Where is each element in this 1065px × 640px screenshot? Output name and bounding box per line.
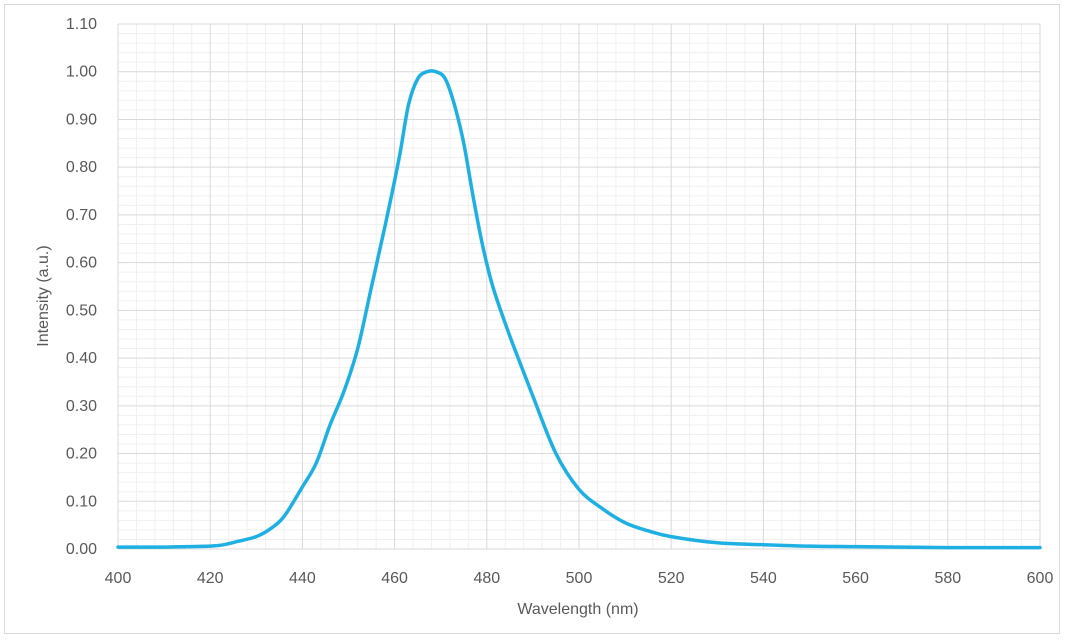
chart-frame: [4, 4, 1060, 634]
y-tick-label: 0.30: [66, 398, 97, 415]
y-tick-label: 1.00: [66, 64, 97, 81]
x-tick-label: 600: [1027, 570, 1054, 587]
y-tick-label: 0.90: [66, 111, 97, 128]
y-tick-label: 0.70: [66, 207, 97, 224]
y-tick-label: 0.00: [66, 541, 97, 558]
x-tick-labels: 400 420 440 460 480 500 520 540 560 580 600: [105, 570, 1054, 587]
x-tick-label: 440: [289, 570, 316, 587]
intensity-series-line: [116, 69, 1042, 550]
y-tick-labels: 0.00 0.10 0.20 0.30 0.40 0.50 0.60 0.70 0.80 0.90…: [66, 16, 97, 558]
x-tick-label: 520: [658, 570, 685, 587]
series-layer: [116, 69, 1042, 550]
y-tick-label: 0.20: [66, 446, 97, 463]
y-tick-label: 0.60: [66, 255, 97, 272]
x-tick-label: 560: [842, 570, 869, 587]
x-tick-label: 420: [197, 570, 224, 587]
x-tick-label: 540: [750, 570, 777, 587]
x-tick-label: 460: [381, 570, 408, 587]
y-tick-label: 0.10: [66, 493, 97, 510]
y-tick-label: 0.40: [66, 350, 97, 367]
y-tick-label: 0.50: [66, 302, 97, 319]
x-tick-label: 500: [566, 570, 593, 587]
x-axis-title: Wavelength (nm): [517, 601, 638, 618]
major-grid: [117, 23, 1041, 550]
x-tick-label: 400: [105, 570, 132, 587]
x-tick-label: 480: [473, 570, 500, 587]
y-axis-title: Intensity (a.u.): [35, 245, 52, 346]
x-tick-label: 580: [934, 570, 961, 587]
y-tick-label: 0.80: [66, 159, 97, 176]
y-tick-label: 1.10: [66, 16, 97, 33]
